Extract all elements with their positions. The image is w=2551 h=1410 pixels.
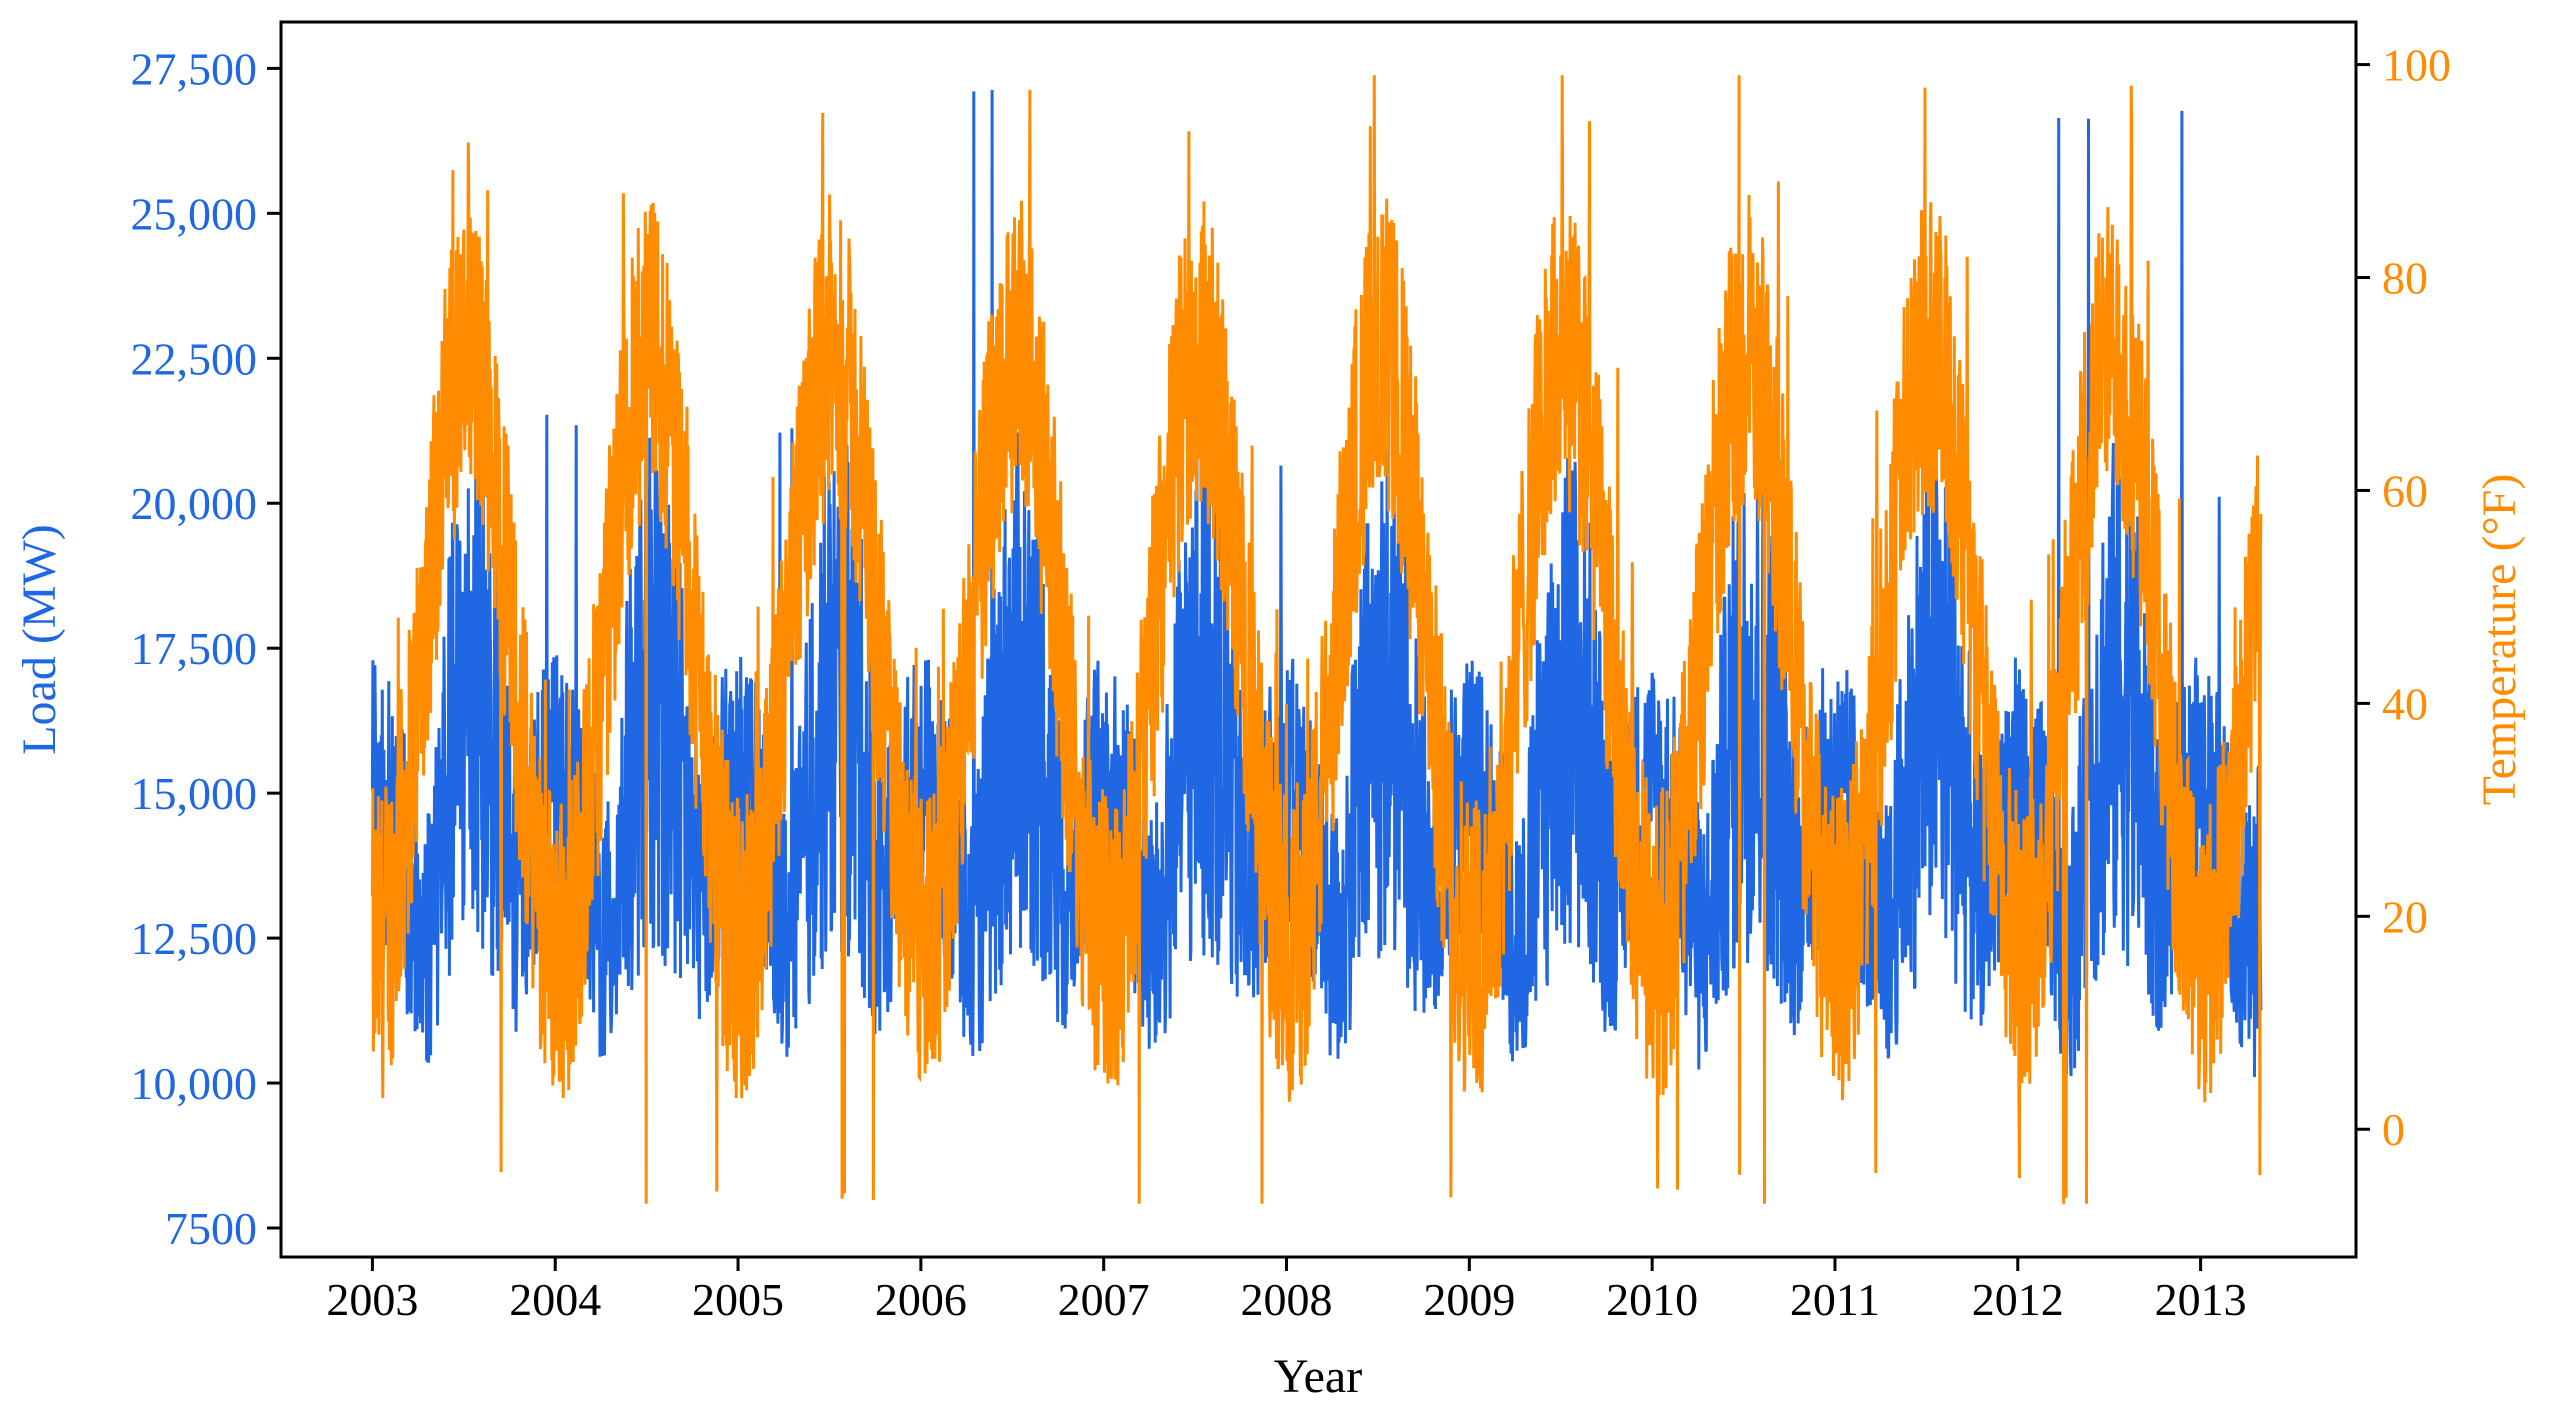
y-left-tick-label: 22,500	[131, 333, 258, 384]
x-tick-label: 2007	[1058, 1274, 1150, 1325]
x-tick-label: 2008	[1241, 1274, 1333, 1325]
x-tick-label: 2006	[875, 1274, 967, 1325]
x-tick-label: 2012	[1972, 1274, 2064, 1325]
temperature-line	[370, 75, 2263, 1204]
x-axis-label: Year	[1274, 1350, 1362, 1403]
x-tick-label: 2011	[1790, 1274, 1880, 1325]
y-right-tick-label: 20	[2382, 891, 2428, 942]
y-axis-right-label: Temperature (°F)	[2473, 474, 2526, 806]
x-tick-label: 2013	[2155, 1274, 2247, 1325]
x-tick-label: 2009	[1423, 1274, 1515, 1325]
y-left-tick-label: 27,500	[131, 43, 258, 94]
x-tick-label: 2003	[326, 1274, 418, 1325]
x-tick-label: 2010	[1606, 1274, 1698, 1325]
y-right-tick-label: 100	[2382, 40, 2451, 91]
y-left-tick-label: 7500	[165, 1203, 257, 1254]
y-axis-left: 7500 10,000 12,500 15,000 17,500 20,000 22,500…	[131, 43, 281, 1254]
temperature-series	[370, 75, 2263, 1204]
y-axis-right: 0 20 40 60 80 100	[2356, 40, 2451, 1155]
x-tick-label: 2005	[692, 1274, 784, 1325]
x-axis: 2003 2004 2005 2006 2007 2008 2009 2010 2011 2012…	[326, 1257, 2247, 1325]
y-left-tick-label: 17,500	[131, 623, 258, 674]
y-left-tick-label: 25,000	[131, 188, 258, 239]
x-tick-label: 2004	[509, 1274, 601, 1325]
y-right-tick-label: 80	[2382, 253, 2428, 304]
y-right-tick-label: 40	[2382, 678, 2428, 729]
y-left-tick-label: 12,500	[131, 913, 258, 964]
y-left-tick-label: 20,000	[131, 478, 258, 529]
y-left-tick-label: 15,000	[131, 768, 258, 819]
y-axis-left-label: Load (MW)	[13, 524, 66, 755]
plot-frame	[279, 20, 2358, 1259]
y-right-tick-label: 60	[2382, 465, 2428, 516]
y-left-tick-label: 10,000	[131, 1058, 258, 1109]
y-right-tick-label: 0	[2382, 1104, 2405, 1155]
